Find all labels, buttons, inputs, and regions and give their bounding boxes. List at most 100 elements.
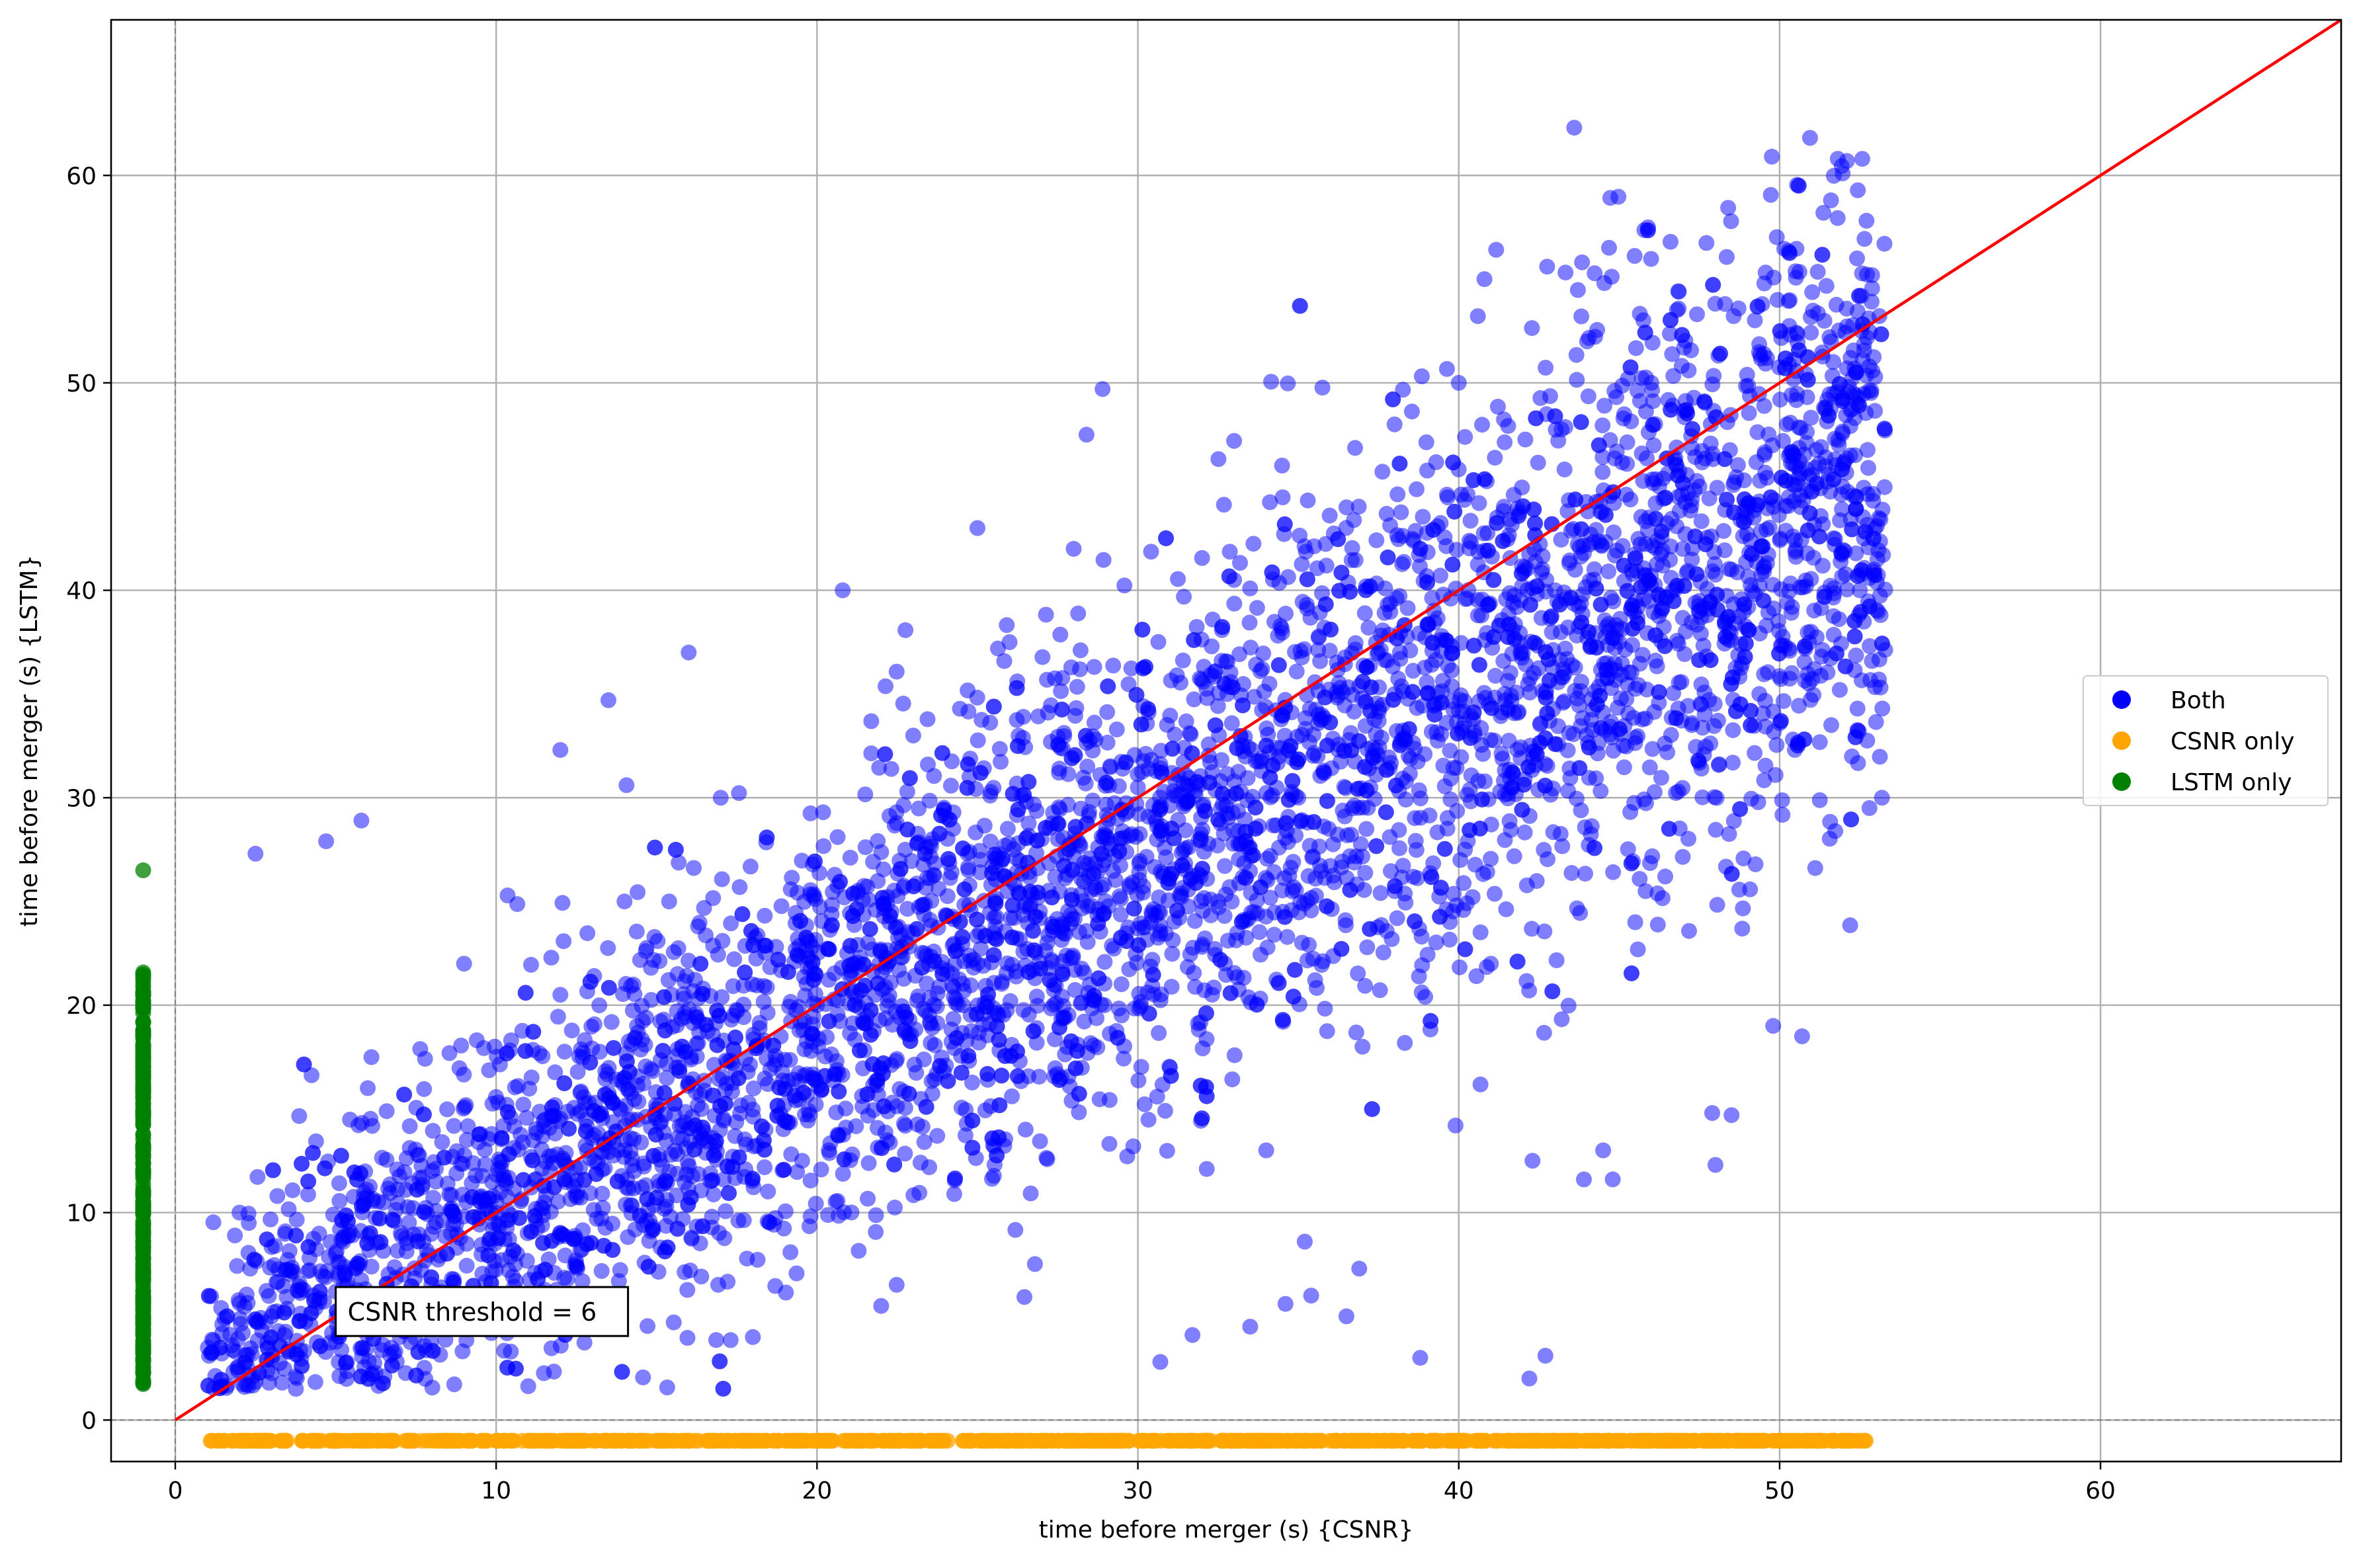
data-point-both <box>663 1209 679 1225</box>
data-point-both <box>396 1087 412 1102</box>
data-point-both <box>561 1121 577 1137</box>
data-point-both <box>1271 975 1287 991</box>
data-point-both <box>1747 745 1762 761</box>
data-point-both <box>1557 265 1573 280</box>
data-point-both <box>1860 442 1876 458</box>
data-point-both <box>416 1204 432 1220</box>
data-point-both <box>899 821 915 837</box>
data-point-both <box>610 1174 626 1190</box>
data-point-both <box>1528 411 1544 427</box>
data-point-both <box>704 1173 720 1188</box>
data-point-both <box>1522 597 1538 613</box>
data-point-both <box>1056 858 1072 874</box>
data-point-both <box>591 997 607 1013</box>
data-point-both <box>1834 501 1850 517</box>
data-point-both <box>1616 557 1632 573</box>
data-point-both <box>1540 851 1555 867</box>
data-point-both <box>1322 714 1338 730</box>
data-point-both <box>1174 858 1190 874</box>
data-point-both <box>828 1194 844 1210</box>
data-point-both <box>1339 827 1355 843</box>
data-point-both <box>648 1127 664 1143</box>
data-point-both <box>484 1174 500 1190</box>
data-point-both <box>1850 701 1866 717</box>
data-point-both <box>1199 1161 1215 1177</box>
data-point-both <box>1759 556 1775 571</box>
data-point-both <box>714 872 730 887</box>
data-point-both <box>723 1332 739 1348</box>
data-point-both <box>1121 962 1137 977</box>
data-point-both <box>1644 848 1660 864</box>
data-point-both <box>803 805 819 821</box>
data-point-both <box>1723 214 1739 229</box>
data-point-both <box>1651 684 1667 700</box>
data-point-both <box>301 1239 317 1255</box>
data-point-both <box>842 1025 858 1041</box>
data-point-both <box>1850 183 1866 198</box>
data-point-both <box>1224 1071 1240 1087</box>
data-point-both <box>425 1380 440 1395</box>
data-point-both <box>339 1371 354 1387</box>
data-point-both <box>895 798 911 813</box>
data-point-both <box>1524 320 1540 336</box>
data-point-both <box>1636 792 1652 807</box>
data-point-both <box>577 1335 593 1350</box>
data-point-both <box>896 971 912 987</box>
data-point-both <box>1570 536 1586 552</box>
data-point-both <box>737 1132 753 1147</box>
data-point-both <box>1158 530 1174 546</box>
data-point-both <box>1253 880 1268 895</box>
data-point-both <box>1484 700 1500 716</box>
data-point-both <box>1751 794 1766 810</box>
data-point-both <box>1460 486 1475 502</box>
data-point-both <box>1481 597 1497 612</box>
data-point-both <box>1405 684 1421 700</box>
data-point-both <box>1485 572 1501 588</box>
data-point-both <box>556 933 571 949</box>
data-point-both <box>868 1208 884 1223</box>
data-point-both <box>1487 450 1503 466</box>
data-point-both <box>1394 556 1410 572</box>
data-point-both <box>1280 376 1296 392</box>
data-point-both <box>838 1100 854 1116</box>
data-point-both <box>1310 642 1326 658</box>
data-point-both <box>1411 782 1427 798</box>
data-point-both <box>1826 530 1842 546</box>
data-point-both <box>1180 959 1196 975</box>
data-point-both <box>1803 325 1819 341</box>
data-point-both <box>1280 569 1296 585</box>
data-point-both <box>1262 848 1278 864</box>
data-point-both <box>1193 833 1209 848</box>
data-point-both <box>776 1162 792 1178</box>
data-point-both <box>1844 521 1860 537</box>
data-point-both <box>446 1118 462 1134</box>
data-point-both <box>579 1236 595 1252</box>
data-point-both <box>1021 815 1037 831</box>
data-point-both <box>1610 189 1626 205</box>
data-point-both <box>778 1285 794 1301</box>
data-point-both <box>1457 429 1473 445</box>
data-point-both <box>1831 437 1847 453</box>
data-point-both <box>1842 917 1858 933</box>
data-point-both <box>1034 649 1050 665</box>
data-point-both <box>800 1112 816 1128</box>
data-point-both <box>523 957 539 973</box>
data-point-both <box>1630 942 1646 958</box>
data-point-both <box>1368 726 1384 742</box>
data-point-both <box>1574 255 1590 270</box>
data-point-both <box>1848 546 1864 561</box>
data-point-both <box>1421 616 1436 632</box>
data-point-both <box>1216 497 1232 513</box>
data-point-both <box>1704 376 1720 392</box>
data-point-both <box>1561 998 1577 1014</box>
data-point-both <box>655 1043 671 1059</box>
data-point-both <box>1214 619 1230 635</box>
data-point-both <box>1165 741 1180 757</box>
data-point-both <box>1573 414 1589 430</box>
data-point-both <box>1072 661 1088 677</box>
data-point-both <box>1643 251 1659 267</box>
data-point-both <box>1285 854 1301 870</box>
data-point-both <box>1489 515 1505 531</box>
data-point-both <box>710 1277 726 1293</box>
data-point-both <box>374 1150 390 1166</box>
